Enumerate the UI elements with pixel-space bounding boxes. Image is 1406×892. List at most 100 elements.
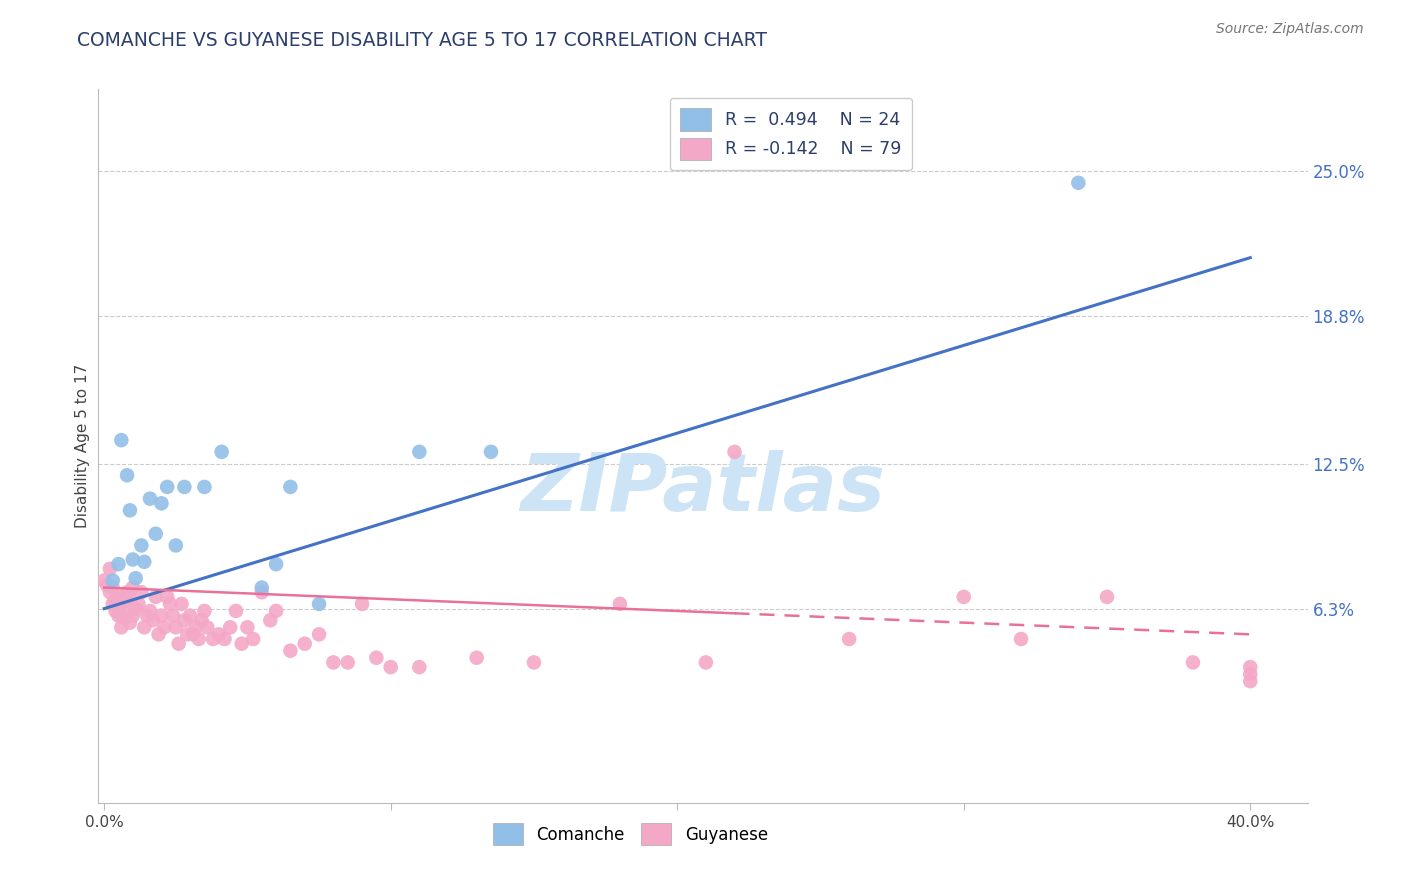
Point: [145, 526, 167, 541]
Point: [101, 574, 124, 588]
Point: [148, 627, 170, 641]
Point: [139, 491, 162, 506]
Point: [1239, 660, 1261, 674]
Point: [208, 627, 231, 641]
Point: [952, 590, 974, 604]
Point: [101, 597, 124, 611]
Point: [195, 620, 218, 634]
Point: [153, 620, 176, 634]
Text: ZIPatlas: ZIPatlas: [520, 450, 886, 528]
Point: [134, 620, 156, 634]
Point: [236, 620, 259, 634]
Point: [350, 597, 373, 611]
Point: [112, 611, 135, 625]
Point: [150, 608, 173, 623]
Point: [150, 496, 173, 510]
Point: [225, 604, 247, 618]
Point: [104, 604, 127, 618]
Y-axis label: Disability Age 5 to 17: Disability Age 5 to 17: [75, 364, 90, 528]
Point: [609, 597, 631, 611]
Point: [118, 615, 141, 630]
Point: [695, 656, 717, 670]
Point: [219, 620, 242, 634]
Point: [156, 590, 179, 604]
Point: [184, 620, 207, 634]
Point: [173, 480, 195, 494]
Point: [181, 627, 204, 641]
Point: [139, 604, 162, 618]
Point: [142, 613, 165, 627]
Point: [264, 557, 287, 571]
Point: [280, 480, 302, 494]
Point: [121, 552, 143, 566]
Point: [165, 620, 187, 634]
Point: [366, 650, 388, 665]
Point: [101, 581, 124, 595]
Point: [107, 608, 129, 623]
Point: [838, 632, 860, 646]
Point: [124, 571, 146, 585]
Point: [380, 660, 402, 674]
Point: [308, 597, 330, 611]
Point: [202, 632, 225, 646]
Point: [162, 608, 184, 623]
Point: [465, 650, 488, 665]
Point: [187, 632, 209, 646]
Point: [231, 637, 253, 651]
Point: [408, 660, 430, 674]
Point: [156, 480, 179, 494]
Point: [112, 594, 135, 608]
Point: [121, 608, 143, 623]
Point: [250, 585, 273, 599]
Point: [118, 503, 141, 517]
Point: [214, 632, 236, 646]
Point: [190, 613, 212, 627]
Point: [1095, 590, 1118, 604]
Point: [159, 597, 181, 611]
Point: [118, 592, 141, 607]
Point: [1239, 674, 1261, 689]
Point: [179, 608, 201, 623]
Point: [165, 538, 187, 552]
Point: [104, 592, 127, 607]
Point: [173, 613, 195, 627]
Point: [523, 656, 546, 670]
Point: [110, 620, 132, 634]
Point: [280, 644, 302, 658]
Point: [107, 601, 129, 615]
Point: [124, 601, 146, 615]
Point: [93, 574, 115, 588]
Point: [242, 632, 264, 646]
Point: [1067, 176, 1090, 190]
Point: [193, 480, 215, 494]
Point: [131, 538, 153, 552]
Text: Source: ZipAtlas.com: Source: ZipAtlas.com: [1216, 22, 1364, 37]
Point: [110, 433, 132, 447]
Point: [308, 627, 330, 641]
Point: [107, 557, 129, 571]
Point: [294, 637, 316, 651]
Point: [176, 627, 198, 641]
Point: [1010, 632, 1032, 646]
Point: [723, 445, 745, 459]
Point: [264, 604, 287, 618]
Point: [98, 562, 121, 576]
Point: [167, 637, 190, 651]
Point: [408, 445, 430, 459]
Point: [193, 604, 215, 618]
Point: [336, 656, 359, 670]
Point: [96, 578, 118, 592]
Point: [115, 585, 138, 599]
Point: [170, 597, 193, 611]
Point: [211, 445, 233, 459]
Point: [250, 581, 273, 595]
Point: [322, 656, 344, 670]
Text: COMANCHE VS GUYANESE DISABILITY AGE 5 TO 17 CORRELATION CHART: COMANCHE VS GUYANESE DISABILITY AGE 5 TO…: [77, 31, 768, 50]
Point: [131, 585, 153, 599]
Point: [98, 585, 121, 599]
Point: [145, 590, 167, 604]
Point: [115, 468, 138, 483]
Point: [479, 445, 502, 459]
Point: [128, 597, 150, 611]
Point: [259, 613, 281, 627]
